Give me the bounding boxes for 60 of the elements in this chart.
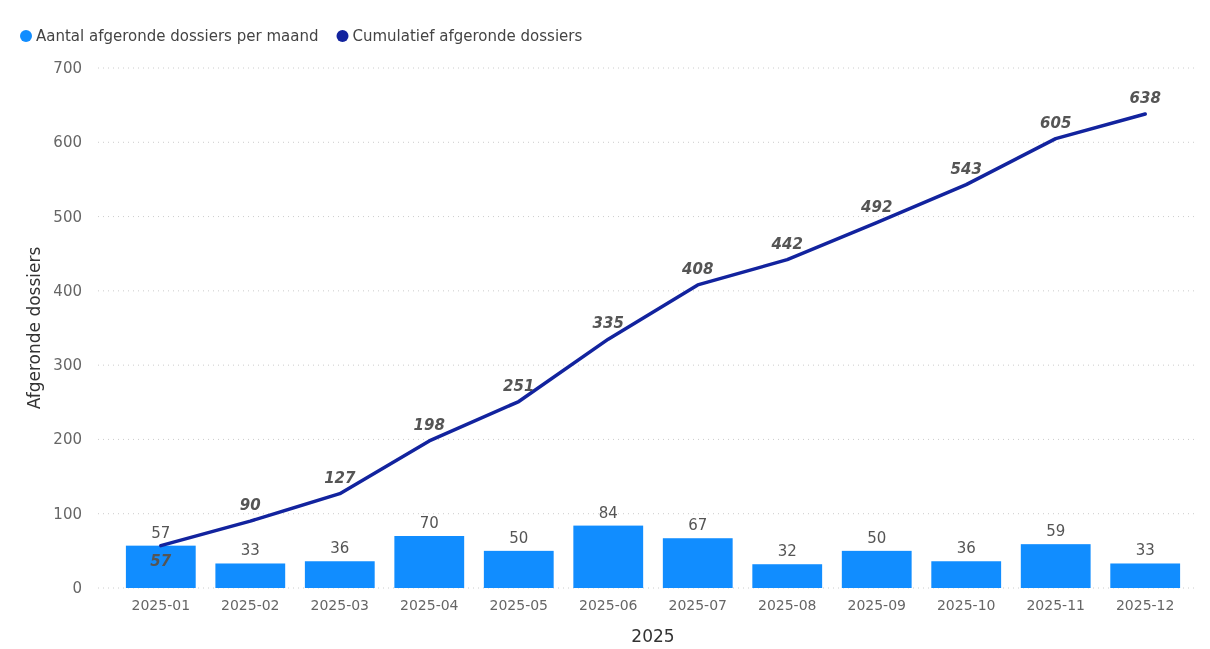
legend-label: Aantal afgeronde dossiers per maand — [36, 27, 319, 45]
x-tick-label: 2025-06 — [579, 597, 638, 613]
x-tick-label: 2025-05 — [489, 597, 549, 613]
x-tick-label: 2025-12 — [1115, 597, 1175, 613]
bar — [394, 536, 465, 588]
y-tick-label: 500 — [53, 207, 82, 226]
y-tick-label: 700 — [53, 59, 82, 77]
data-label: 90 — [239, 496, 261, 515]
data-label: 492 — [860, 197, 893, 216]
bar — [125, 545, 196, 588]
data-label: 59 — [1046, 522, 1066, 541]
bar — [931, 561, 1002, 588]
data-label: 70 — [419, 514, 439, 532]
bar — [573, 525, 644, 588]
data-label: 543 — [950, 159, 982, 178]
x-tick-label: 2025-03 — [310, 597, 370, 613]
x-axis-title: 2025 — [631, 626, 675, 646]
bar — [1020, 544, 1091, 588]
legend-label: Cumulatief afgeronde dossiers — [352, 27, 583, 45]
bar — [304, 561, 375, 588]
data-label: 198 — [413, 415, 445, 434]
data-label: 57 — [151, 523, 171, 542]
y-tick-label: 300 — [53, 356, 82, 375]
data-label: 84 — [598, 503, 618, 522]
data-label: 408 — [681, 259, 714, 278]
y-tick-label: 100 — [53, 504, 82, 523]
x-tick-label: 2025-09 — [847, 597, 906, 613]
data-label: 50 — [867, 528, 887, 547]
y-tick-label: 200 — [53, 430, 82, 449]
bar — [1110, 563, 1181, 588]
data-label: 638 — [1129, 89, 1161, 108]
data-label: 605 — [1040, 113, 1072, 132]
data-label: 251 — [503, 376, 535, 395]
data-label: 36 — [330, 539, 350, 558]
data-label: 57 — [150, 551, 172, 570]
y-tick-label: 600 — [53, 133, 82, 152]
x-tick-label: 2025-10 — [936, 597, 996, 613]
data-label: 67 — [688, 516, 708, 535]
bar — [841, 550, 912, 588]
data-label: 335 — [592, 314, 624, 333]
x-tick-label: 2025-02 — [221, 597, 280, 613]
y-axis-title: Afgeronde dossiers — [24, 246, 44, 410]
bar — [483, 550, 554, 588]
bar — [752, 564, 823, 588]
data-label: 442 — [770, 234, 803, 253]
y-tick-label: 0 — [72, 579, 82, 597]
x-tick-label: 2025-01 — [131, 597, 191, 613]
data-label: 50 — [509, 528, 529, 547]
x-tick-label: 2025-11 — [1026, 597, 1085, 613]
y-tick-label: 400 — [53, 281, 82, 300]
x-tick-label: 2025-04 — [400, 597, 459, 613]
data-label: 127 — [324, 468, 356, 487]
bar — [215, 563, 286, 588]
data-label: 33 — [240, 541, 260, 560]
x-tick-label: 2025-07 — [668, 597, 727, 613]
data-label: 32 — [777, 542, 797, 561]
x-tick-label: 2025-08 — [757, 597, 817, 613]
data-label: 36 — [956, 539, 976, 558]
data-label: 33 — [1135, 541, 1155, 560]
bar — [662, 538, 733, 588]
